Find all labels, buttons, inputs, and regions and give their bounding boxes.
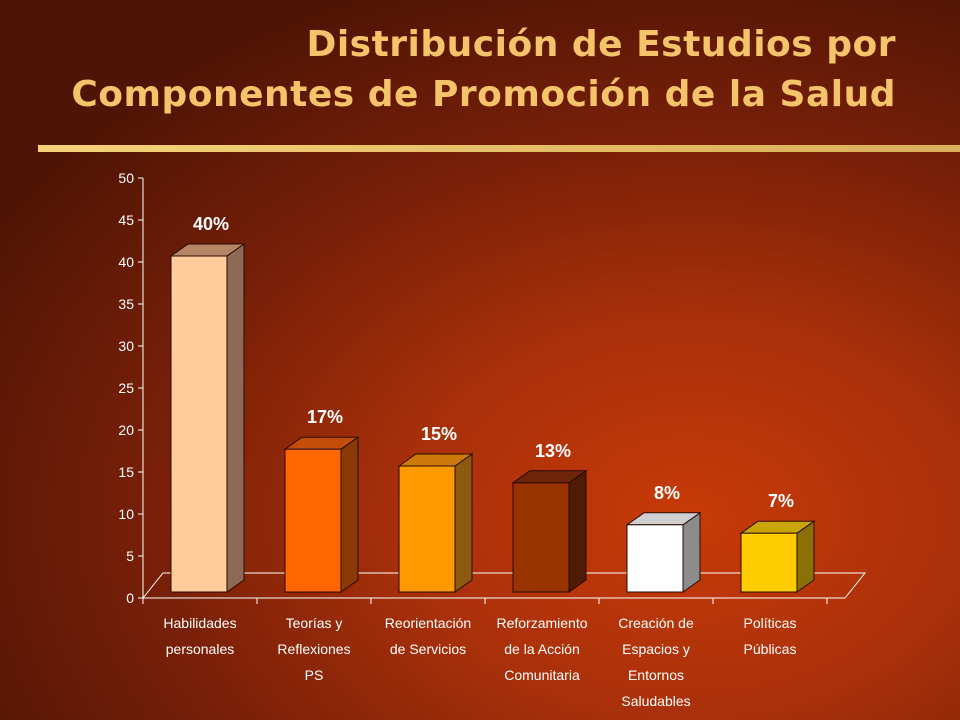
y-tick-label: 25 [118, 380, 134, 396]
data-label: 17% [307, 407, 343, 427]
x-tick-label: Públicas [744, 641, 797, 657]
data-label: 40% [193, 214, 229, 234]
y-tick-label: 0 [126, 590, 134, 606]
x-tick-label: Habilidades [163, 615, 236, 631]
data-label: 13% [535, 441, 571, 461]
y-tick-label: 50 [118, 170, 134, 186]
x-tick-label: Reflexiones [277, 641, 350, 657]
x-tick-label: Teorías y [286, 615, 343, 631]
y-tick-label: 40 [118, 254, 134, 270]
bar [626, 524, 684, 593]
bar [512, 482, 570, 593]
bar-side [568, 469, 587, 593]
x-tick-label: personales [166, 641, 235, 657]
x-tick-label: Políticas [744, 615, 797, 631]
bar [170, 255, 228, 593]
x-tick-label: Comunitaria [504, 667, 580, 683]
x-tick-label: Creación de [618, 615, 694, 631]
y-tick-label: 35 [118, 296, 134, 312]
y-tick-label: 45 [118, 212, 134, 228]
data-label: 15% [421, 424, 457, 444]
bar-side [340, 436, 359, 593]
bar-side [454, 453, 473, 593]
y-tick-label: 15 [118, 464, 134, 480]
bar-side [226, 243, 245, 593]
x-tick-label: Reforzamiento [496, 615, 587, 631]
x-tick-label: Espacios y [622, 641, 690, 657]
bar [398, 465, 456, 593]
title-underline [38, 145, 960, 152]
data-label: 8% [654, 483, 680, 503]
title-line-1: Distribución de Estudios por [306, 24, 896, 65]
title-line-2: Componentes de Promoción de la Salud [71, 74, 896, 115]
y-tick-label: 20 [118, 422, 134, 438]
x-tick-label: de Servicios [390, 641, 466, 657]
y-tick-label: 10 [118, 506, 134, 522]
x-tick-label: de la Acción [504, 641, 580, 657]
x-tick-label: Saludables [621, 693, 690, 709]
x-tick-label: Reorientación [385, 615, 471, 631]
x-tick-label: PS [305, 667, 324, 683]
x-tick-label: Entornos [628, 667, 684, 683]
page-title: Distribución de Estudios por Componentes… [0, 20, 896, 120]
data-label: 7% [768, 491, 794, 511]
y-tick-label: 5 [126, 548, 134, 564]
bar [284, 448, 342, 593]
bar-side [682, 511, 701, 593]
y-tick-label: 30 [118, 338, 134, 354]
bar [740, 532, 798, 593]
